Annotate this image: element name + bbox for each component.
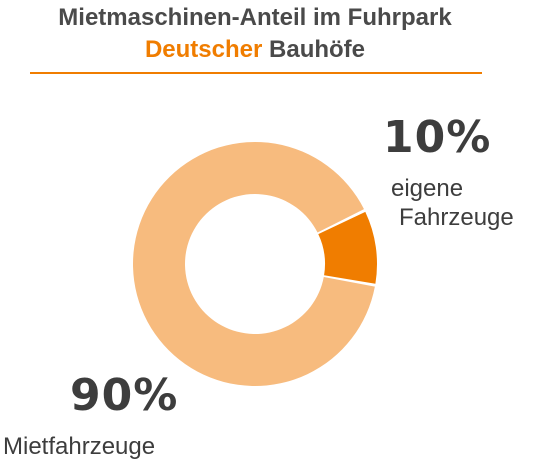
donut-slice-eigene-fahrzeuge: [318, 211, 377, 284]
chart-title: Mietmaschinen-Anteil im Fuhrpark: [58, 4, 452, 31]
small-slice-percent-label: 10%: [383, 112, 492, 163]
title-divider: [30, 72, 482, 74]
chart-subtitle: Deutscher Bauhöfe: [0, 36, 510, 64]
subtitle-accent: Deutscher: [144, 36, 263, 63]
donut-slice-mietfahrzeuge: [132, 141, 375, 386]
small-slice-name-line1: eigene: [391, 175, 464, 202]
small-slice-name-line2: Fahrzeuge: [399, 204, 514, 231]
large-slice-percent-label: 90%: [70, 370, 179, 421]
donut-slices: [132, 141, 377, 386]
subtitle-rest: Bauhöfe: [262, 36, 366, 63]
large-slice-name-label: Mietfahrzeuge: [3, 433, 156, 460]
